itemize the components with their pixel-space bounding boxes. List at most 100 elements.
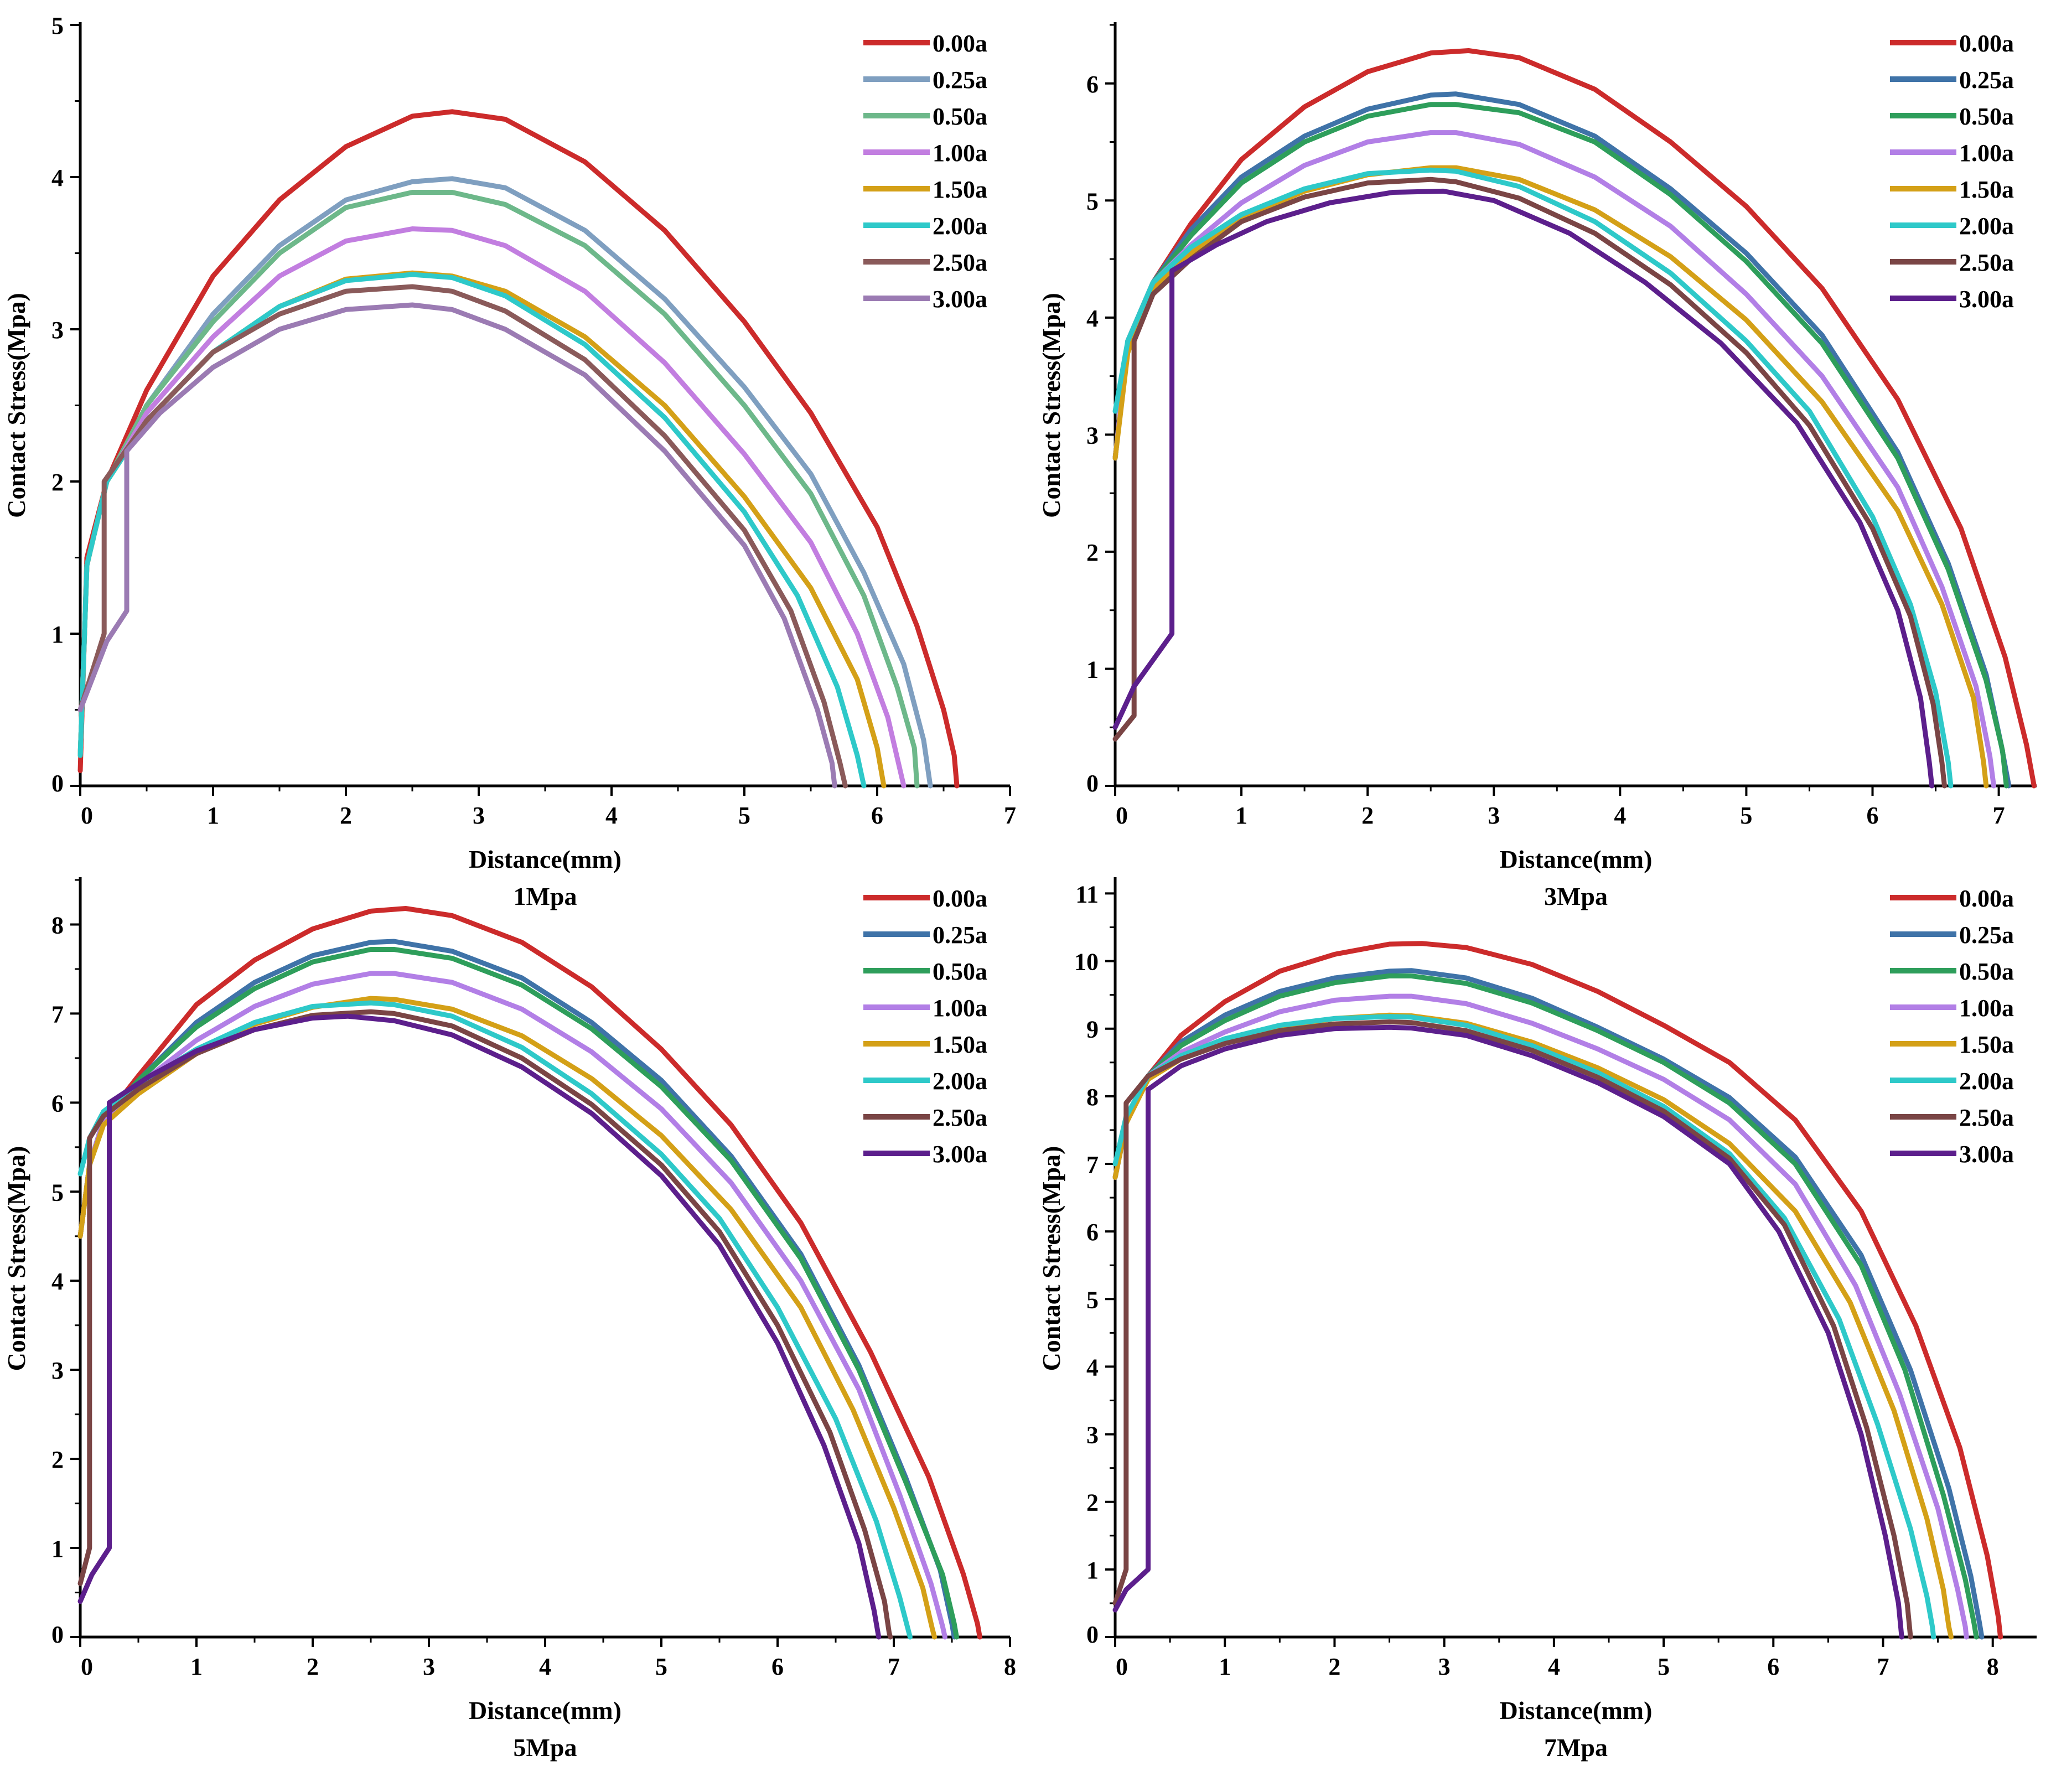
series-line-0.00a — [77, 109, 960, 789]
legend-label: 0.50a — [933, 958, 987, 985]
y-tick-label: 2 — [1086, 539, 1099, 566]
legend-label: 0.25a — [933, 66, 987, 94]
x-tick-label: 3 — [1438, 1653, 1451, 1680]
series-line-0.25a — [1112, 968, 1985, 1640]
legend-label: 1.50a — [933, 1031, 987, 1058]
chart-2: 0 1 2 3 4 5 6 0 1 2 3 4 5 6 7 Distance(mm) 3Mpa Contact S… — [1037, 22, 2037, 910]
y-tick-label: 0 — [51, 1621, 64, 1648]
x-tick-label: 1 — [1219, 1653, 1231, 1680]
x-tick-label: 6 — [771, 1653, 784, 1680]
x-tick-label: 1 — [207, 802, 219, 829]
legend-label: 0.50a — [1959, 103, 2014, 130]
series-line-2.00a — [77, 1000, 913, 1640]
y-tick-label: 10 — [1074, 949, 1099, 976]
x-tick-label: 2 — [307, 1653, 319, 1680]
x-tick-label: 0 — [81, 802, 93, 829]
x-tick-label: 7 — [1877, 1653, 1889, 1680]
legend-label: 3.00a — [933, 286, 987, 313]
x-tick-label: 4 — [1548, 1653, 1560, 1680]
x-tick-label: 5 — [738, 802, 750, 829]
series-line-1.00a — [77, 226, 907, 789]
y-tick-label: 11 — [1075, 881, 1099, 908]
y-tick-label: 0 — [51, 770, 64, 797]
legend-label: 0.25a — [1959, 921, 2014, 949]
x-tick-label: 5 — [655, 1653, 667, 1680]
series-line-2.00a — [1112, 1014, 1936, 1640]
legend-label: 3.00a — [1959, 286, 2014, 313]
x-tick-label: 0 — [1116, 802, 1128, 829]
y-tick-label: 4 — [51, 164, 64, 191]
x-axis-label: Distance(mm) — [1500, 845, 1653, 873]
series-line-0.00a — [1112, 48, 2037, 789]
series-line-2.50a — [77, 1009, 893, 1640]
chart-title: 3Mpa — [1544, 882, 1608, 910]
series-line-1.50a — [77, 996, 937, 1640]
legend-label: 0.00a — [933, 885, 987, 912]
y-tick-label: 4 — [1086, 305, 1099, 332]
y-axis-label: Contact Stress(Mpa) — [1037, 1146, 1065, 1371]
series-line-0.50a — [77, 190, 920, 789]
legend-label: 0.25a — [1959, 66, 2014, 94]
legend-label: 2.00a — [1959, 213, 2014, 240]
series-line-3.00a — [77, 302, 837, 789]
x-axis-label: Distance(mm) — [469, 1696, 622, 1724]
y-tick-label: 7 — [51, 1001, 64, 1028]
x-tick-label: 3 — [1488, 802, 1500, 829]
series-line-3.00a — [77, 1013, 882, 1640]
series-line-3.00a — [1112, 188, 1935, 789]
x-tick-label: 7 — [1993, 802, 2005, 829]
legend-label: 2.50a — [1959, 249, 2014, 276]
x-axis-label: Distance(mm) — [1500, 1696, 1653, 1724]
series-line-1.00a — [1112, 993, 1969, 1640]
legend-label: 0.50a — [933, 103, 987, 130]
x-tick-label: 5 — [1658, 1653, 1670, 1680]
x-tick-label: 4 — [605, 802, 618, 829]
legend-label: 3.00a — [933, 1141, 987, 1168]
series-line-0.00a — [77, 906, 982, 1640]
x-axis-label: Distance(mm) — [469, 845, 622, 873]
series-line-0.50a — [77, 947, 959, 1640]
y-tick-label: 0 — [1086, 770, 1099, 797]
y-tick-label: 4 — [51, 1268, 64, 1295]
y-axis-label: Contact Stress(Mpa) — [2, 1146, 30, 1371]
y-tick-label: 3 — [1086, 1422, 1099, 1449]
x-tick-label: 7 — [888, 1653, 900, 1680]
legend-label: 1.50a — [1959, 176, 2014, 203]
x-tick-label: 5 — [1740, 802, 1752, 829]
legend-label: 1.00a — [933, 995, 987, 1022]
x-tick-label: 0 — [81, 1653, 93, 1680]
x-tick-label: 0 — [1116, 1653, 1128, 1680]
legend-label: 0.25a — [933, 921, 987, 949]
y-tick-label: 6 — [1086, 71, 1099, 98]
y-tick-label: 3 — [51, 1357, 64, 1384]
legend-label: 0.00a — [1959, 30, 2014, 57]
series-line-2.50a — [1112, 177, 1947, 789]
legend-label: 1.00a — [1959, 139, 2014, 167]
x-tick-label: 6 — [871, 802, 883, 829]
x-tick-label: 1 — [1235, 802, 1247, 829]
x-tick-label: 2 — [1328, 1653, 1340, 1680]
x-tick-label: 2 — [340, 802, 352, 829]
series-line-0.00a — [1112, 941, 2003, 1640]
chart-title: 1Mpa — [514, 882, 577, 910]
y-tick-label: 4 — [1086, 1354, 1099, 1381]
x-tick-label: 8 — [1004, 1653, 1016, 1680]
y-tick-label: 2 — [51, 1446, 64, 1473]
series-line-2.50a — [77, 284, 848, 789]
y-tick-label: 5 — [1086, 188, 1099, 215]
x-tick-label: 3 — [423, 1653, 435, 1680]
legend-label: 0.50a — [1959, 958, 2014, 985]
x-tick-label: 6 — [1767, 1653, 1779, 1680]
y-tick-label: 6 — [51, 1090, 64, 1117]
y-tick-label: 1 — [51, 1535, 64, 1562]
x-tick-label: 2 — [1361, 802, 1374, 829]
chart-1: 0 1 2 3 4 5 0 1 2 3 4 5 6 7 Distance(mm) 1Mpa Contact St… — [2, 12, 1016, 910]
legend-label: 1.00a — [933, 139, 987, 167]
x-tick-label: 8 — [1987, 1653, 1999, 1680]
y-tick-label: 7 — [1086, 1151, 1099, 1178]
x-tick-label: 4 — [1614, 802, 1626, 829]
y-axis-label: Contact Stress(Mpa) — [1037, 293, 1065, 518]
chart-title: 7Mpa — [1544, 1733, 1608, 1762]
series-line-0.50a — [1112, 973, 1979, 1640]
